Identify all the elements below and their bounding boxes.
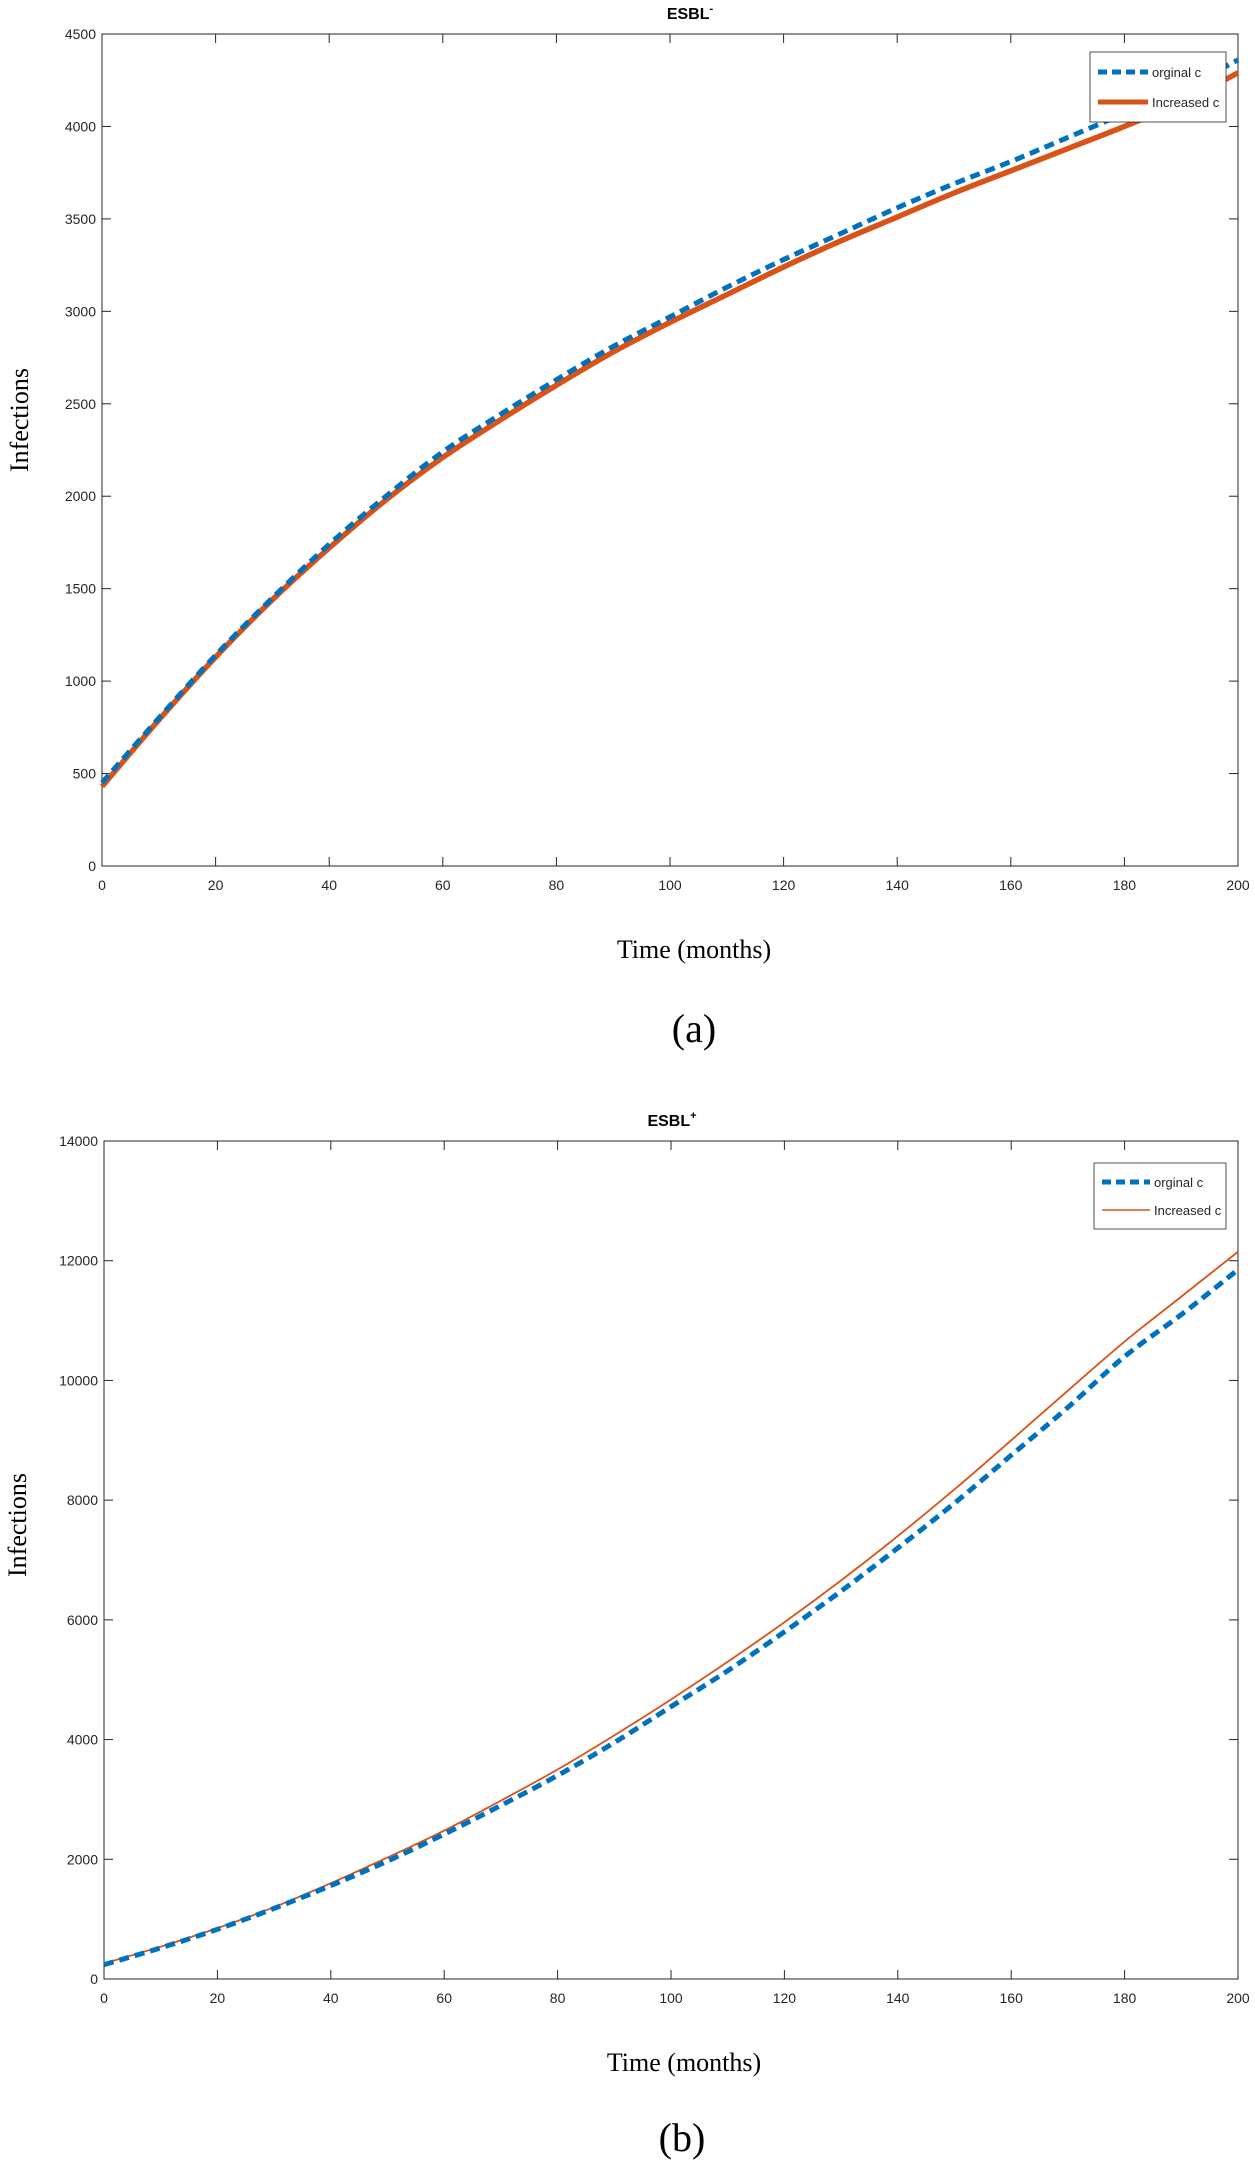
y-tick-label: 3000 [65, 303, 96, 319]
chart-a-x-ticks: 0 20 40 60 80 100 120 140 160 180 200 [98, 34, 1250, 893]
x-tick-label: 140 [886, 877, 910, 893]
chart-a-lines [99, 57, 1240, 789]
y-tick-label: 1500 [65, 581, 96, 597]
y-tick-label: 14000 [59, 1133, 98, 1149]
y-tick-label: 2500 [65, 396, 96, 412]
y-tick-label: 0 [88, 858, 96, 874]
chart-b-title: ESBL+ [647, 1110, 696, 1130]
y-tick-label: 10000 [59, 1372, 98, 1388]
x-tick-label: 120 [772, 877, 796, 893]
chart-b-xlabel: Time (months) [607, 2048, 761, 2077]
x-tick-label: 60 [436, 1990, 452, 2006]
x-tick-label: 0 [98, 877, 106, 893]
x-tick-label: 80 [549, 877, 565, 893]
panel-label-b: (b) [659, 2115, 706, 2160]
chart-b-legend-label-increased: Increased c [1154, 1203, 1222, 1218]
x-tick-label: 80 [550, 1990, 566, 2006]
chart-a-legend-label-increased: Increased c [1152, 95, 1220, 110]
x-tick-label: 0 [100, 1990, 108, 2006]
chart-a-title-main: ESBL [667, 6, 710, 23]
y-tick-label: 4000 [65, 118, 96, 134]
chart-b-legend-box [1093, 1162, 1227, 1230]
y-tick-label: 8000 [67, 1492, 98, 1508]
chart-a-xlabel: Time (months) [617, 935, 771, 964]
y-tick-label: 0 [90, 1971, 98, 1987]
y-tick-label: 500 [73, 766, 97, 782]
x-tick-label: 100 [659, 1990, 683, 2006]
series-line-original [100, 57, 1240, 785]
chart-a-legend-label-original: orginal c [1152, 65, 1202, 80]
x-tick-label: 200 [1226, 1990, 1250, 2006]
x-tick-label: 120 [773, 1990, 797, 2006]
chart-a-title-superscript: - [710, 3, 714, 15]
chart-b-title-superscript: + [690, 1110, 696, 1122]
y-tick-label: 3500 [65, 211, 96, 227]
y-tick-label: 1000 [65, 673, 96, 689]
chart-b-title-main: ESBL [647, 1113, 690, 1130]
x-tick-label: 40 [321, 877, 337, 893]
panel-label-a: (a) [672, 1006, 716, 1051]
x-tick-label: 160 [999, 877, 1023, 893]
y-tick-label: 2000 [67, 1851, 98, 1867]
series-line-increased [99, 70, 1240, 789]
chart-a-plot-area [101, 33, 1239, 867]
chart-b-y-ticks: 0 2000 4000 6000 8000 10000 12000 14000 [59, 1133, 1238, 1987]
chart-a-legend-box [1089, 51, 1227, 123]
chart-b-legend-label-original: orginal c [1154, 1175, 1204, 1190]
x-tick-label: 40 [323, 1990, 339, 2006]
y-tick-label: 4000 [67, 1732, 98, 1748]
chart-b-lines [103, 1251, 1240, 1968]
y-tick-label: 2000 [65, 488, 96, 504]
x-tick-label: 20 [210, 1990, 226, 2006]
chart-b-x-ticks: 0 20 40 60 80 100 120 140 160 180 200 [100, 1141, 1250, 2006]
x-tick-label: 100 [658, 877, 682, 893]
x-tick-label: 180 [1113, 1990, 1137, 2006]
x-tick-label: 20 [208, 877, 224, 893]
chart-b-ylabel: Infections [3, 1473, 32, 1577]
chart-b: ESBL+ 0 20 40 60 80 100 120 140 160 180 200 0 2000 4… [3, 1110, 1250, 2160]
y-tick-label: 4500 [65, 26, 96, 42]
chart-a-ylabel: Infections [5, 368, 34, 472]
chart-a-y-ticks: 0 500 1000 1500 2000 2500 3000 3500 4000 4500 [65, 26, 1238, 874]
chart-b-plot-area [103, 1140, 1239, 1980]
chart-a-title: ESBL- [667, 3, 714, 23]
chart-a-legend: orginal c Increased c [1089, 51, 1227, 123]
chart-b-legend: orginal c Increased c [1093, 1162, 1227, 1230]
x-tick-label: 160 [1000, 1990, 1024, 2006]
y-tick-label: 12000 [59, 1253, 98, 1269]
y-tick-label: 6000 [67, 1612, 98, 1628]
series-line-original [103, 1267, 1240, 1968]
x-tick-label: 60 [435, 877, 451, 893]
x-tick-label: 200 [1226, 877, 1250, 893]
x-tick-label: 140 [886, 1990, 910, 2006]
chart-a: ESBL- 0 20 40 60 80 100 120 140 160 180 200 0 500 10… [5, 3, 1250, 1051]
x-tick-label: 180 [1113, 877, 1137, 893]
